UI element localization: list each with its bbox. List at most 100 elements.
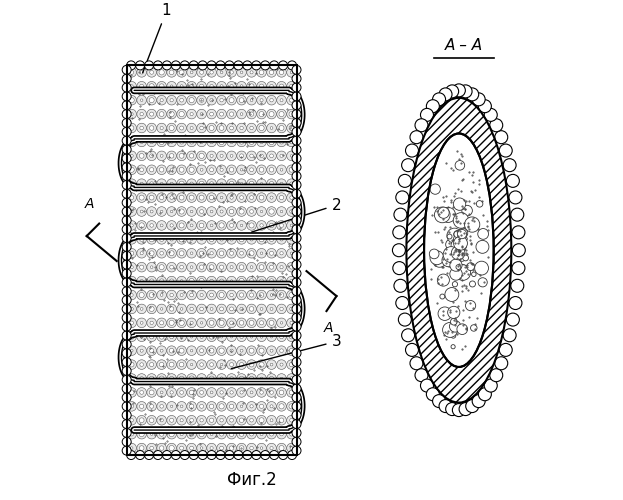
Circle shape [159,362,164,367]
Circle shape [257,110,267,119]
Circle shape [237,318,246,328]
Circle shape [167,318,176,328]
Circle shape [467,262,475,270]
Circle shape [250,210,254,214]
Circle shape [177,96,186,105]
Circle shape [459,402,472,415]
Circle shape [394,208,407,221]
Circle shape [270,349,273,352]
Circle shape [177,332,186,342]
Circle shape [157,234,166,244]
Circle shape [210,433,213,436]
Circle shape [201,322,203,324]
Circle shape [267,123,277,133]
Circle shape [270,98,273,102]
Circle shape [410,130,423,143]
Circle shape [217,220,226,230]
Circle shape [150,70,153,74]
Circle shape [170,294,173,296]
Circle shape [167,444,176,453]
Circle shape [217,290,226,300]
Circle shape [277,304,287,314]
Circle shape [127,318,136,328]
Circle shape [197,123,206,133]
Circle shape [237,96,246,105]
Circle shape [260,98,263,102]
Circle shape [187,248,196,258]
Circle shape [189,432,194,436]
Circle shape [220,210,223,213]
Circle shape [243,61,252,70]
Circle shape [187,374,196,384]
Circle shape [207,96,216,105]
Circle shape [177,444,186,453]
Circle shape [237,82,246,91]
Circle shape [187,388,196,397]
Circle shape [210,362,214,366]
Circle shape [122,110,131,118]
Circle shape [231,336,233,338]
Circle shape [150,195,154,200]
Circle shape [406,344,419,356]
Circle shape [270,252,273,256]
Circle shape [122,286,131,296]
Circle shape [200,126,204,130]
Circle shape [130,182,134,186]
Circle shape [139,292,144,298]
Circle shape [227,416,236,425]
Circle shape [122,92,131,101]
Circle shape [290,224,293,227]
Circle shape [237,234,246,244]
Circle shape [270,336,273,338]
Circle shape [130,237,134,242]
Circle shape [217,262,226,272]
Circle shape [269,209,274,214]
Circle shape [269,223,273,228]
Circle shape [177,206,186,216]
Circle shape [187,137,196,146]
Circle shape [259,279,264,283]
Circle shape [122,384,131,393]
Circle shape [257,304,267,314]
Circle shape [167,430,176,439]
Circle shape [269,376,273,380]
Circle shape [207,388,216,397]
Circle shape [150,126,154,130]
Circle shape [240,126,243,130]
Circle shape [470,281,475,287]
Circle shape [197,444,206,453]
Circle shape [452,84,465,97]
Circle shape [199,404,204,408]
Circle shape [280,238,283,241]
Circle shape [402,329,414,342]
Circle shape [207,416,216,425]
Circle shape [189,140,194,144]
Circle shape [230,294,234,297]
Circle shape [230,84,233,88]
Circle shape [267,402,277,411]
Circle shape [200,168,203,171]
Circle shape [190,112,193,116]
Circle shape [292,376,301,384]
Circle shape [237,262,246,272]
Circle shape [250,99,253,102]
Circle shape [157,388,166,397]
Circle shape [267,220,277,230]
Circle shape [179,320,184,326]
Circle shape [259,237,264,242]
Circle shape [179,209,184,214]
Circle shape [270,154,273,158]
Circle shape [227,96,236,105]
Circle shape [259,84,264,88]
Circle shape [259,418,264,423]
Circle shape [130,154,133,158]
Circle shape [250,71,253,74]
Circle shape [229,168,234,172]
Circle shape [217,110,226,119]
Circle shape [157,96,166,105]
Circle shape [279,112,284,116]
Circle shape [287,430,297,439]
Circle shape [439,88,452,101]
Circle shape [290,238,293,240]
Circle shape [210,112,214,116]
